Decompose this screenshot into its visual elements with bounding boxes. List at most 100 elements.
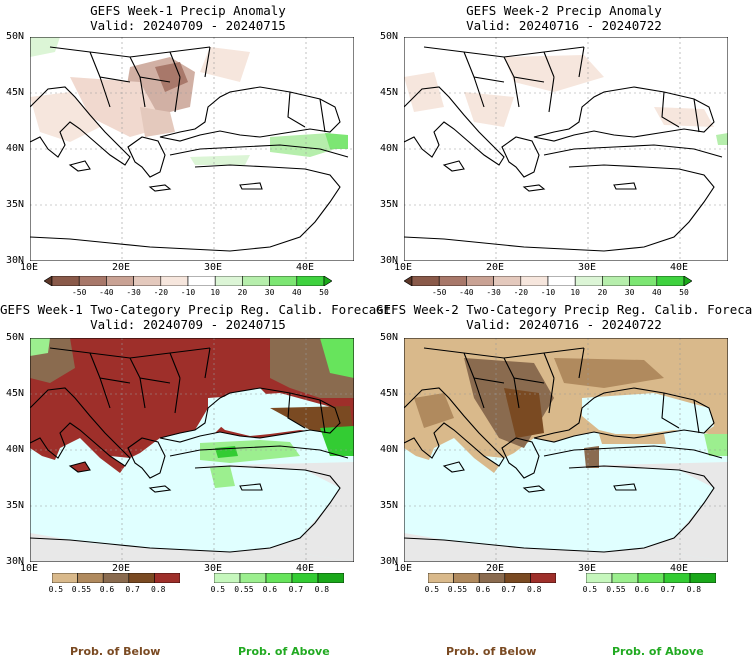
colorbar-swatch <box>265 573 293 583</box>
colorbar-swatch <box>269 276 298 286</box>
colorbar-swatch <box>438 276 467 286</box>
probability-map <box>404 338 728 562</box>
colorbar-swatch <box>106 276 134 286</box>
lon-label-10e: 10E <box>394 262 413 273</box>
probability-map <box>30 338 354 562</box>
lon-label-40e: 40E <box>670 563 689 574</box>
above-colorbar <box>214 573 344 583</box>
colorbar-swatch <box>629 276 658 286</box>
colorbar-swatch <box>160 276 189 286</box>
colorbar-tick-label: -40 <box>459 288 474 297</box>
colorbar-tick-label: 0.6 <box>262 585 278 594</box>
colorbar-swatch <box>504 573 531 583</box>
colorbar-tick-label: -50 <box>71 288 87 297</box>
colorbar-swatch <box>478 573 506 583</box>
lat-label-30n: 30N <box>380 556 399 567</box>
lat-label-50n: 50N <box>6 31 25 42</box>
lon-label-20e: 20E <box>112 262 131 273</box>
colorbar-swatch <box>586 573 613 583</box>
colorbar-swatch <box>317 573 344 583</box>
panel-valid-dates: Valid: 20240716 - 20240722 <box>466 18 662 33</box>
lat-label-35n: 35N <box>380 199 399 210</box>
panel-title: GEFS Week-2 Two-Category Precip Reg. Cal… <box>376 302 752 317</box>
colorbar-tick-label: 0.5 <box>210 585 226 594</box>
colorbar-swatch <box>77 573 104 583</box>
colorbar-swatch <box>239 573 267 583</box>
prob-above-label: Prob. of Above <box>238 645 330 658</box>
panel-week1-probability: GEFS Week-1 Two-Category Precip Reg. Cal… <box>0 300 392 600</box>
colorbar-swatch <box>128 573 155 583</box>
colorbar-tick-label: 0.5 <box>48 585 64 594</box>
lon-label-40e: 40E <box>296 262 315 273</box>
lat-label-50n: 50N <box>380 31 399 42</box>
prob-below-label: Prob. of Below <box>446 645 537 658</box>
lat-label-45n: 45N <box>6 87 25 98</box>
colorbar-tick-label: 0.5 <box>424 585 440 594</box>
colorbar-swatch <box>683 276 692 286</box>
lat-label-40n: 40N <box>380 143 399 154</box>
below-colorbar <box>52 573 180 583</box>
colorbar-tick-label: -20 <box>513 288 529 297</box>
colorbar-swatch <box>242 276 270 286</box>
lon-label-30e: 30E <box>578 563 597 574</box>
colorbar-swatch <box>466 276 494 286</box>
colorbar-tick-label: -20 <box>153 288 169 297</box>
lat-label-50n: 50N <box>6 332 25 343</box>
lat-label-35n: 35N <box>6 199 25 210</box>
colorbar-swatch <box>574 276 603 286</box>
colorbar-tick-label: 0.8 <box>686 585 702 594</box>
colorbar-swatch <box>296 276 325 286</box>
colorbar-tick-label: 50 <box>679 288 689 297</box>
colorbar-swatch <box>51 276 80 286</box>
colorbar-swatch <box>44 276 53 286</box>
colorbar-tick-label: 0.8 <box>314 585 330 594</box>
lon-label-40e: 40E <box>296 563 315 574</box>
lat-label-40n: 40N <box>6 143 25 154</box>
lon-label-20e: 20E <box>486 563 505 574</box>
lat-label-40n: 40N <box>380 444 399 455</box>
colorbar-swatch <box>493 276 522 286</box>
colorbar-swatch <box>637 573 665 583</box>
colorbar-tick-label: 40 <box>651 288 662 297</box>
colorbar-swatch <box>602 276 630 286</box>
colorbar-swatch <box>428 573 454 583</box>
lon-label-40e: 40E <box>670 262 689 273</box>
colorbar-swatch <box>133 276 162 286</box>
colorbar-tick-label: 0.6 <box>475 585 491 594</box>
lon-label-10e: 10E <box>20 563 39 574</box>
colorbar-swatch <box>453 573 480 583</box>
panel-title: GEFS Week-1 Precip Anomaly <box>90 3 286 18</box>
below-colorbar <box>428 573 556 583</box>
colorbar-swatch <box>52 573 78 583</box>
colorbar-tick-label: 0.55 <box>234 585 254 594</box>
colorbar-tick-label: -10 <box>540 288 556 297</box>
panel-title: GEFS Week-1 Two-Category Precip Reg. Cal… <box>0 302 392 317</box>
lat-label-30n: 30N <box>6 556 25 567</box>
colorbar-swatch <box>411 276 440 286</box>
colorbar-swatch <box>520 276 549 286</box>
colorbar-swatch <box>291 573 319 583</box>
colorbar-tick-label: -30 <box>126 288 141 297</box>
lon-label-30e: 30E <box>204 262 223 273</box>
colorbar-tick-label: 0.7 <box>125 585 140 594</box>
colorbar-tick-label: 0.55 <box>71 585 92 594</box>
panel-valid-dates: Valid: 20240716 - 20240722 <box>466 317 662 332</box>
colorbar-swatch <box>154 573 180 583</box>
lat-label-40n: 40N <box>6 444 25 455</box>
lat-label-35n: 35N <box>6 500 25 511</box>
colorbar-swatch <box>656 276 685 286</box>
lat-label-45n: 45N <box>380 388 399 399</box>
anomaly-colorbar <box>404 276 692 286</box>
colorbar-swatch <box>323 276 332 286</box>
prob-below-label: Prob. of Below <box>70 645 161 658</box>
panel-week2-anomaly: GEFS Week-2 Precip Anomaly Valid: 202407… <box>376 0 752 300</box>
colorbar-swatch <box>611 573 639 583</box>
colorbar-tick-label: -40 <box>99 288 114 297</box>
above-colorbar <box>586 573 716 583</box>
panel-week1-anomaly: GEFS Week-1 Precip Anomaly Valid: 202407… <box>0 0 376 300</box>
colorbar-tick-label: 20 <box>237 288 248 297</box>
colorbar-swatch <box>663 573 691 583</box>
panel-valid-dates: Valid: 20240709 - 20240715 <box>90 18 286 33</box>
colorbar-swatch <box>689 573 716 583</box>
colorbar-tick-label: 0.8 <box>151 585 166 594</box>
